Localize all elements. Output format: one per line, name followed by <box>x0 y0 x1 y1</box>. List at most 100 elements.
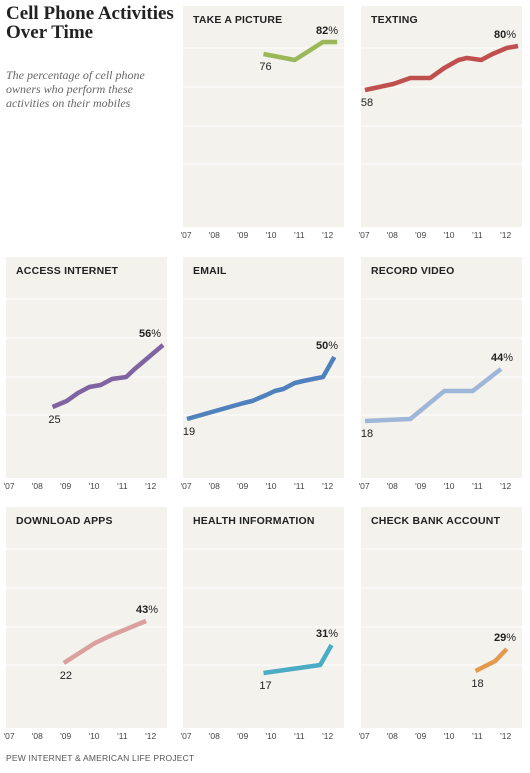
chart-panel-health-information: '07 '08 '09 '10 '11 '12 17 31% HEALTH INFORMATIO… <box>180 507 344 742</box>
x-tick-label: '11 <box>117 481 128 491</box>
x-tick-label: '08 <box>209 731 220 741</box>
source-credit: PEW INTERNET & AMERICAN LIFE PROJECT <box>6 753 195 763</box>
x-tick-label: '10 <box>265 481 276 491</box>
panel-title: HEALTH INFORMATION <box>193 515 315 527</box>
panel-title: DOWNLOAD APPS <box>16 515 113 527</box>
x-tick-label: '07 <box>180 230 191 240</box>
end-value-label: 50% <box>316 340 338 352</box>
x-tick-label: '12 <box>145 731 156 741</box>
end-value-label: 80% <box>494 29 516 41</box>
chart-background <box>6 507 167 728</box>
start-value-label: 17 <box>259 680 271 692</box>
x-tick-label: '10 <box>265 230 276 240</box>
chart-svg-record-video: '07 '08 '09 '10 '11 '12 18 44% <box>358 257 522 491</box>
x-tick-label: '10 <box>443 481 454 491</box>
chart-background <box>361 257 522 478</box>
series-line-email <box>186 355 337 422</box>
chart-background <box>183 6 344 227</box>
series-line-check-bank-account <box>474 647 509 674</box>
chart-svg-take-a-picture: '07 '08 '09 '10 '11 '12 76 82% <box>180 6 344 240</box>
x-tick-label: '08 <box>387 731 398 741</box>
x-tick-label: '11 <box>294 731 305 741</box>
start-value-label: 58 <box>361 97 373 109</box>
x-tick-label: '10 <box>443 230 454 240</box>
chart-svg-email: '07 '08 '09 '10 '11 '12 19 50% <box>180 257 344 491</box>
x-tick-label: '09 <box>415 481 426 491</box>
x-tick-label: '12 <box>322 481 333 491</box>
panel-title: ACCESS INTERNET <box>16 265 119 277</box>
x-tick-label: '08 <box>387 230 398 240</box>
chart-panel-access-internet: '07 '08 '09 '10 '11 '12 25 56% ACCESS INTERNET <box>3 257 167 492</box>
panel-title: RECORD VIDEO <box>371 265 455 277</box>
x-tick-label: '12 <box>322 230 333 240</box>
x-tick-label: '11 <box>294 481 305 491</box>
chart-svg-access-internet: '07 '08 '09 '10 '11 '12 25 56% <box>3 257 167 491</box>
x-tick-label: '07 <box>358 481 369 491</box>
chart-svg-check-bank-account: '07 '08 '09 '10 '11 '12 18 29% <box>358 507 522 741</box>
start-value-label: 22 <box>60 670 72 682</box>
page-subtitle: The percentage of cell phone owners who … <box>6 68 145 110</box>
start-value-label: 19 <box>183 426 195 438</box>
x-tick-label: '12 <box>500 481 511 491</box>
x-tick-label: '07 <box>358 230 369 240</box>
x-tick-label: '09 <box>415 230 426 240</box>
end-value-label: 82% <box>316 25 338 37</box>
series-line-texting <box>364 43 519 93</box>
x-tick-label: '09 <box>237 731 248 741</box>
x-tick-label: '11 <box>294 230 305 240</box>
x-tick-label: '08 <box>32 481 43 491</box>
end-value-label: 44% <box>491 352 513 364</box>
chart-background <box>6 257 167 478</box>
x-tick-label: '12 <box>145 481 156 491</box>
start-value-label: 76 <box>259 61 271 73</box>
chart-svg-health-information: '07 '08 '09 '10 '11 '12 17 31% <box>180 507 344 741</box>
x-tick-label: '12 <box>500 731 511 741</box>
chart-svg-download-apps: '07 '08 '09 '10 '11 '12 22 43% <box>3 507 167 741</box>
x-tick-label: '07 <box>358 731 369 741</box>
series-line-record-video <box>364 367 503 424</box>
end-value-label: 43% <box>136 604 158 616</box>
x-tick-label: '08 <box>387 481 398 491</box>
end-value-label: 29% <box>494 632 516 644</box>
panel-title: EMAIL <box>193 265 227 277</box>
x-tick-label: '10 <box>88 731 99 741</box>
x-tick-label: '12 <box>322 731 333 741</box>
chart-panel-check-bank-account: '07 '08 '09 '10 '11 '12 18 29% CHECK BANK ACCOUN… <box>358 507 522 742</box>
chart-panel-take-a-picture: '07 '08 '09 '10 '11 '12 76 82% TAKE A PICTURE <box>180 6 344 241</box>
x-tick-label: '08 <box>209 481 220 491</box>
chart-background <box>183 257 344 478</box>
series-line-health-information <box>263 643 334 676</box>
start-value-label: 18 <box>471 678 483 690</box>
series-line-take-a-picture <box>263 39 338 63</box>
x-tick-label: '07 <box>3 481 14 491</box>
x-tick-label: '09 <box>60 731 71 741</box>
panel-title: CHECK BANK ACCOUNT <box>371 515 501 527</box>
x-tick-label: '11 <box>472 731 483 741</box>
chart-panel-download-apps: '07 '08 '09 '10 '11 '12 22 43% DOWNLOAD APPS <box>3 507 167 742</box>
x-tick-label: '09 <box>415 731 426 741</box>
x-tick-label: '11 <box>472 230 483 240</box>
x-tick-label: '10 <box>443 731 454 741</box>
chart-panel-email: '07 '08 '09 '10 '11 '12 19 50% EMAIL <box>180 257 344 492</box>
x-tick-label: '11 <box>472 481 483 491</box>
x-tick-label: '09 <box>237 481 248 491</box>
x-tick-label: '09 <box>60 481 71 491</box>
x-tick-label: '09 <box>237 230 248 240</box>
end-value-label: 56% <box>139 328 161 340</box>
x-tick-label: '12 <box>500 230 511 240</box>
start-value-label: 25 <box>48 414 60 426</box>
series-line-download-apps <box>62 618 147 665</box>
page-title: Cell Phone Activities Over Time <box>6 3 174 43</box>
x-tick-label: '08 <box>209 230 220 240</box>
x-tick-label: '07 <box>180 481 191 491</box>
x-tick-label: '07 <box>3 731 14 741</box>
x-tick-label: '10 <box>88 481 99 491</box>
x-tick-label: '08 <box>32 731 43 741</box>
panel-title: TAKE A PICTURE <box>193 14 283 26</box>
start-value-label: 18 <box>361 428 373 440</box>
x-tick-label: '10 <box>265 731 276 741</box>
chart-panel-record-video: '07 '08 '09 '10 '11 '12 18 44% RECORD VIDEO <box>358 257 522 492</box>
chart-background <box>361 6 522 227</box>
x-tick-label: '11 <box>117 731 128 741</box>
chart-svg-texting: '07 '08 '09 '10 '11 '12 58 80% <box>358 6 522 240</box>
